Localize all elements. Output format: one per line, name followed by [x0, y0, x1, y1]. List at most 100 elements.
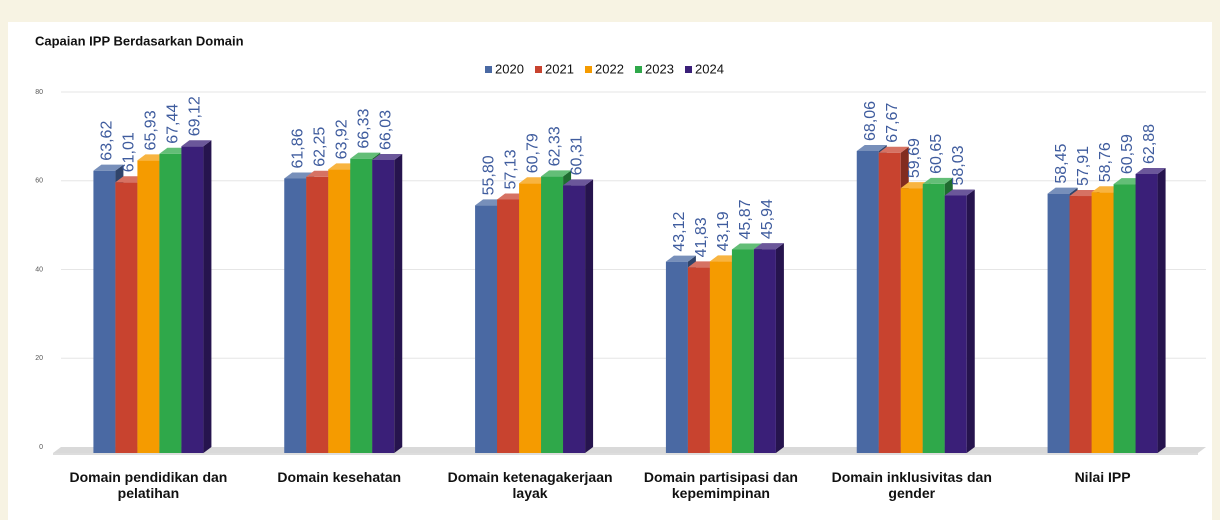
value-label: 59,69: [906, 138, 923, 178]
bar: [181, 140, 212, 453]
bar-front: [878, 152, 901, 454]
bar-side: [775, 243, 784, 453]
value-label: 43,19: [715, 211, 732, 251]
bar-front: [731, 249, 754, 453]
bar: [753, 243, 784, 453]
x-tick-label: Domain partisipasi dan kepemimpinan: [643, 469, 798, 501]
bar-front: [93, 170, 116, 453]
bar-side: [966, 189, 975, 453]
x-tick-label: Nilai IPP: [1074, 469, 1131, 485]
legend-label: 2023: [645, 61, 674, 76]
bar-front: [563, 185, 586, 453]
value-label: 58,03: [950, 145, 967, 185]
bar-top: [372, 153, 403, 160]
value-label: 43,12: [671, 212, 688, 252]
value-label: 60,59: [1119, 134, 1136, 174]
legend-swatch: [585, 66, 592, 73]
bar-front: [1113, 184, 1136, 453]
bar-front: [1047, 193, 1070, 454]
value-label: 61,86: [289, 128, 306, 168]
bar-front: [900, 188, 923, 454]
value-label: 62,88: [1141, 124, 1158, 164]
y-tick-label: 40: [35, 266, 43, 273]
value-label: 57,13: [502, 149, 519, 189]
bar-front: [1135, 173, 1158, 453]
value-label: 45,87: [737, 199, 754, 239]
value-label: 68,06: [862, 101, 879, 141]
bar: [1135, 167, 1166, 453]
bar-front: [687, 267, 710, 453]
bar-front: [944, 195, 967, 453]
bar-top: [731, 243, 762, 250]
bar-side: [1157, 167, 1166, 453]
chart-title: Capaian IPP Berdasarkan Domain: [35, 33, 244, 48]
bar-top: [93, 164, 124, 171]
bar-front: [350, 158, 373, 453]
y-tick-label: 20: [35, 355, 43, 362]
x-tick-label: Domain inklusivitas dan gender: [831, 469, 992, 501]
bar-top: [350, 152, 381, 159]
bar-top: [665, 255, 696, 262]
value-label: 65,93: [143, 110, 160, 150]
bar-front: [159, 153, 182, 454]
bar-front: [372, 159, 395, 453]
value-label: 63,92: [333, 119, 350, 159]
bar-front: [181, 146, 204, 453]
value-label: 66,33: [355, 109, 372, 149]
bar-top: [922, 177, 953, 184]
bar-front: [665, 261, 688, 453]
bar-front: [475, 205, 498, 453]
chart-panel: Capaian IPP Berdasarkan Domain 0 20 40 60 80…: [8, 22, 1212, 520]
value-label: 60,65: [928, 134, 945, 174]
x-tick-label: Domain pendidikan dan pelatihan: [69, 469, 228, 501]
bar-front: [284, 178, 307, 453]
bar-top: [944, 189, 975, 196]
value-label: 69,12: [187, 96, 204, 136]
legend-swatch: [685, 66, 692, 73]
bar-top: [1135, 167, 1166, 174]
bar-top: [1047, 187, 1078, 194]
bar-front: [1091, 192, 1114, 453]
bar-top: [563, 179, 594, 186]
bar-top: [753, 243, 784, 250]
legend-swatch: [635, 66, 642, 73]
bar: [372, 153, 403, 453]
x-tick-label: Domain kesehatan: [277, 469, 402, 485]
bar-front: [328, 169, 351, 454]
value-label: 55,80: [480, 155, 497, 195]
bar-top: [856, 144, 887, 151]
bar-top: [181, 140, 212, 147]
value-label: 60,79: [524, 133, 541, 173]
bar-front: [137, 160, 160, 454]
bar-front: [306, 176, 329, 453]
value-label: 67,67: [884, 103, 901, 143]
bar: [944, 189, 975, 453]
value-label: 67,44: [165, 104, 182, 144]
value-label: 60,31: [568, 135, 585, 175]
value-label: 57,91: [1075, 146, 1092, 186]
legend-swatch: [535, 66, 542, 73]
chart: Capaian IPP Berdasarkan Domain 0 20 40 60 80…: [35, 33, 1206, 455]
bar-front: [856, 150, 879, 453]
floor: [53, 447, 1206, 453]
bar-side: [585, 179, 594, 453]
y-tick-label: 60: [35, 178, 43, 185]
bar-front: [541, 176, 564, 453]
bar-front: [115, 182, 138, 453]
value-label: 66,03: [377, 110, 394, 150]
bar-front: [709, 261, 732, 453]
value-label: 63,62: [99, 121, 116, 161]
value-label: 62,33: [546, 126, 563, 166]
bar-front: [753, 249, 776, 453]
y-tick-label: 0: [39, 444, 43, 451]
legend-label: 2024: [695, 61, 724, 76]
legend-label: 2020: [495, 61, 524, 76]
bar-front: [519, 183, 542, 453]
bar: [563, 179, 594, 453]
legend-label: 2021: [545, 61, 574, 76]
bar-top: [541, 170, 572, 177]
value-label: 58,45: [1053, 143, 1070, 183]
bar-front: [1069, 196, 1092, 454]
value-label: 41,83: [693, 217, 710, 257]
legend-label: 2022: [595, 61, 624, 76]
